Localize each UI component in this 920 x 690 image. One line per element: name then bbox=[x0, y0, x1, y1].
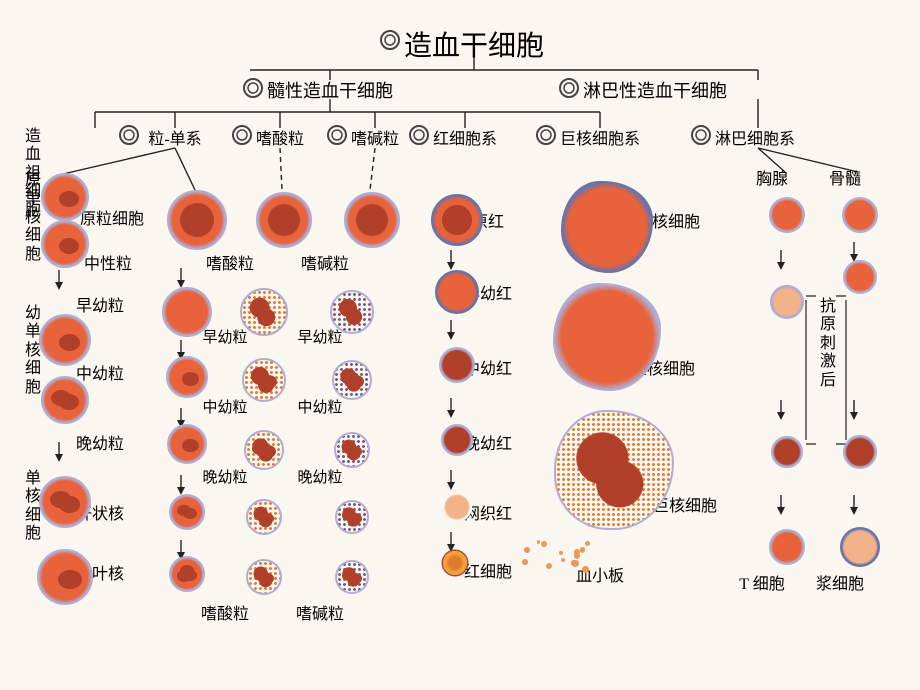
cell-eos_seg bbox=[246, 559, 282, 595]
platelet-dot bbox=[561, 558, 565, 562]
lymphoid-label: T 细胞 bbox=[739, 570, 785, 594]
eosinophil-label: 嗜酸粒 bbox=[201, 600, 249, 624]
cell-neu_seg bbox=[169, 556, 205, 592]
platelet-dot bbox=[541, 541, 547, 547]
basophil-label: 早幼粒 bbox=[297, 326, 342, 347]
neutrophil-label: 早幼粒 bbox=[76, 292, 124, 316]
cell-ery_pro bbox=[431, 194, 483, 246]
cell-eos_band bbox=[246, 499, 282, 535]
cell-neu_mid bbox=[166, 356, 208, 398]
lymphoid-label: 骨髓 bbox=[829, 165, 861, 189]
cell-baso_blast bbox=[344, 192, 400, 248]
cell-mega_pro bbox=[561, 181, 653, 273]
cell-bm3 bbox=[843, 435, 877, 469]
title-level3: 粒-单系 bbox=[148, 125, 201, 149]
eosinophil-label: 早幼粒 bbox=[202, 326, 247, 347]
cell-eos_blast bbox=[256, 192, 312, 248]
row-label: 幼单核细胞 bbox=[25, 305, 43, 397]
cell-bm1 bbox=[842, 197, 878, 233]
basophil-label: 嗜碱粒 bbox=[296, 600, 344, 624]
cell-plasma bbox=[840, 527, 880, 567]
platelet-dot bbox=[580, 547, 585, 552]
cell-bm2 bbox=[843, 260, 877, 294]
cell-mono_young bbox=[39, 314, 91, 366]
cell-eos_mid bbox=[242, 358, 286, 402]
cell-myeloblast bbox=[167, 190, 227, 250]
cell-ery_early bbox=[435, 270, 479, 314]
cell-thym2 bbox=[770, 285, 804, 319]
cell-baso_seg bbox=[335, 560, 369, 594]
basophil-label: 嗜碱粒 bbox=[301, 250, 349, 274]
cell-eos_early bbox=[240, 288, 288, 336]
cell-baso_band bbox=[335, 500, 369, 534]
cell-thym1 bbox=[769, 197, 805, 233]
erythroid-label: 红细胞 bbox=[464, 558, 512, 582]
platelet-dot bbox=[537, 540, 541, 544]
cell-baso_early bbox=[330, 290, 374, 334]
cell-rbc bbox=[443, 551, 467, 575]
platelet-dot bbox=[585, 541, 591, 547]
cell-mono_pro1 bbox=[41, 173, 89, 221]
cell-neu_early bbox=[162, 287, 212, 337]
platelet-dot bbox=[546, 563, 552, 569]
eosinophil-label: 中幼粒 bbox=[202, 396, 247, 417]
neutrophil-label: 中幼粒 bbox=[76, 360, 124, 384]
eosinophil-label: 嗜酸粒 bbox=[206, 250, 254, 274]
cell-mono_mat2 bbox=[37, 549, 93, 605]
cell-retic bbox=[442, 492, 472, 522]
neutrophil-label: 中性粒 bbox=[84, 250, 132, 274]
lymphoid-label: 抗原刺激后 bbox=[820, 298, 838, 390]
basophil-label: 晚幼粒 bbox=[297, 466, 342, 487]
cell-baso_late bbox=[334, 432, 370, 468]
hematopoiesis-diagram: 造血干细胞髓性造血干细胞淋巴性造血干细胞粒-单系嗜酸粒嗜碱粒红细胞系巨核细胞系淋… bbox=[0, 0, 920, 690]
cell-neu_band bbox=[169, 494, 205, 530]
cell-ery_mid bbox=[439, 347, 475, 383]
cell-baso_mid bbox=[332, 360, 372, 400]
basophil-label: 中幼粒 bbox=[297, 396, 342, 417]
neutrophil-label: 晚幼粒 bbox=[76, 430, 124, 454]
cell-thym3 bbox=[771, 436, 803, 468]
cell-ery_late bbox=[441, 424, 473, 456]
platelet-dot bbox=[582, 566, 589, 573]
lymphoid-label: 浆细胞 bbox=[816, 570, 864, 594]
lymphoid-label: 胸腺 bbox=[756, 165, 788, 189]
cell-eos_late bbox=[244, 430, 284, 470]
title-level2: 淋巴性造血干细胞 bbox=[583, 77, 727, 103]
platelet-dot bbox=[559, 551, 562, 554]
platelet-dot bbox=[522, 559, 527, 564]
neutrophil-label: 原粒细胞 bbox=[80, 205, 144, 229]
cell-tcell bbox=[769, 529, 805, 565]
overlay-layer: 造血干细胞髓性造血干细胞淋巴性造血干细胞粒-单系嗜酸粒嗜碱粒红细胞系巨核细胞系淋… bbox=[0, 0, 920, 690]
row-label: 原单核细胞 bbox=[25, 172, 43, 264]
platelet-dot bbox=[524, 547, 530, 553]
cell-mono_young2 bbox=[41, 376, 89, 424]
title-level3: 嗜酸粒 bbox=[256, 125, 304, 149]
cell-mono_mat bbox=[39, 476, 91, 528]
title-level3: 红细胞系 bbox=[433, 125, 497, 149]
title-level3: 淋巴细胞系 bbox=[715, 125, 795, 149]
title-level2: 髓性造血干细胞 bbox=[267, 77, 393, 103]
title-root: 造血干细胞 bbox=[404, 24, 544, 64]
title-level3: 巨核细胞系 bbox=[560, 125, 640, 149]
eosinophil-label: 晚幼粒 bbox=[202, 466, 247, 487]
title-level3: 嗜碱粒 bbox=[351, 125, 399, 149]
cell-mono_pro2 bbox=[41, 220, 89, 268]
cell-neu_late bbox=[167, 424, 207, 464]
